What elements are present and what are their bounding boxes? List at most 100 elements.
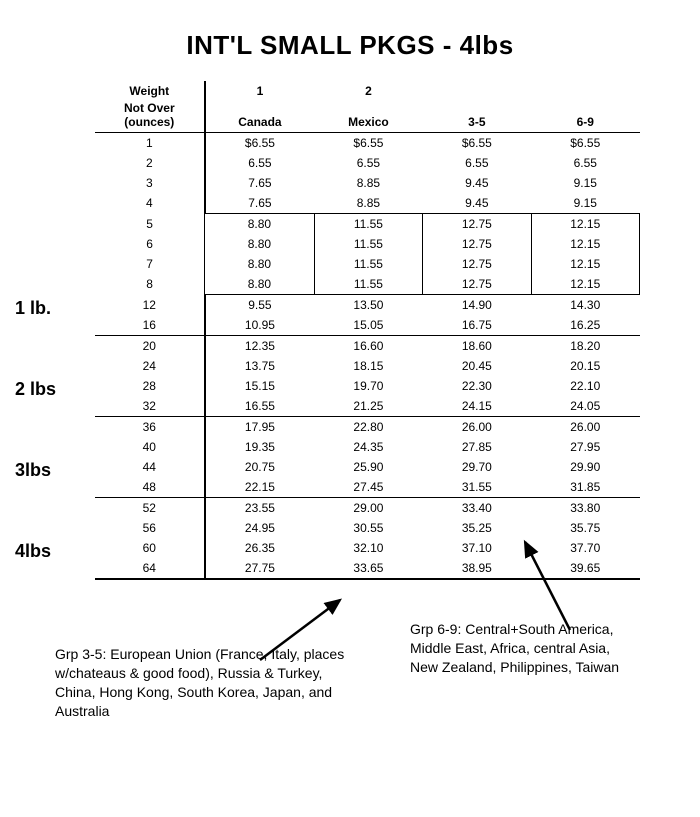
cell-value: 33.80 [531, 498, 639, 519]
cell-value: 10.95 [205, 315, 315, 336]
cell-weight: 64 [95, 558, 205, 579]
cell-weight: 604lbs [95, 538, 205, 558]
cell-value: 26.00 [531, 417, 639, 438]
table-row: 47.658.859.459.15 [95, 193, 640, 214]
cell-weight: 52 [95, 498, 205, 519]
cell-value: 7.65 [205, 193, 315, 214]
cell-value: 33.65 [314, 558, 422, 579]
cell-value: 16.55 [205, 396, 315, 417]
weight-group-marker: 3lbs [15, 460, 51, 481]
table-row: 3216.5521.2524.1524.05 [95, 396, 640, 417]
cell-value: $6.55 [531, 133, 639, 154]
table-row: 4822.1527.4531.5531.85 [95, 477, 640, 498]
cell-weight: 6 [95, 234, 205, 254]
cell-value: 20.75 [205, 457, 315, 477]
table-row: 282 lbs15.1519.7022.3022.10 [95, 376, 640, 396]
cell-weight: 4 [95, 193, 205, 214]
table-row: 58.8011.5512.7512.15 [95, 214, 640, 235]
cell-value: 6.55 [531, 153, 639, 173]
cell-value: 32.10 [314, 538, 422, 558]
cell-value: 8.85 [314, 193, 422, 214]
table-row: 5223.5529.0033.4033.80 [95, 498, 640, 519]
cell-value: 31.85 [531, 477, 639, 498]
cell-value: 33.40 [423, 498, 531, 519]
table-row: 2413.7518.1520.4520.15 [95, 356, 640, 376]
cell-value: 25.90 [314, 457, 422, 477]
cell-value: 6.55 [423, 153, 531, 173]
cell-value: 22.10 [531, 376, 639, 396]
page-title: INT'L SMALL PKGS - 4lbs [0, 0, 700, 81]
cell-value: 11.55 [314, 214, 422, 235]
cell-weight: 20 [95, 336, 205, 357]
cell-value: 8.80 [205, 254, 315, 274]
cell-value: 27.45 [314, 477, 422, 498]
cell-value: 13.50 [314, 295, 422, 316]
cell-value: 27.85 [423, 437, 531, 457]
table-row: 121 lb.9.5513.5014.9014.30 [95, 295, 640, 316]
cell-value: 31.55 [423, 477, 531, 498]
cell-value: 37.70 [531, 538, 639, 558]
cell-weight: 24 [95, 356, 205, 376]
weight-group-marker: 1 lb. [15, 298, 51, 319]
cell-value: 22.80 [314, 417, 422, 438]
cell-weight: 282 lbs [95, 376, 205, 396]
cell-value: 9.55 [205, 295, 315, 316]
cell-value: 38.95 [423, 558, 531, 579]
cell-value: 11.55 [314, 274, 422, 295]
col-3-header-top [423, 81, 531, 98]
cell-weight: 1 [95, 133, 205, 154]
cell-value: 8.80 [205, 234, 315, 254]
cell-value: 18.60 [423, 336, 531, 357]
cell-weight: 2 [95, 153, 205, 173]
table-row: 37.658.859.459.15 [95, 173, 640, 193]
cell-value: 14.30 [531, 295, 639, 316]
cell-value: 14.90 [423, 295, 531, 316]
table-row: 443lbs20.7525.9029.7029.90 [95, 457, 640, 477]
cell-value: 24.95 [205, 518, 315, 538]
cell-value: 30.55 [314, 518, 422, 538]
cell-value: 9.45 [423, 173, 531, 193]
cell-value: 18.20 [531, 336, 639, 357]
col-1-header-bot: Canada [205, 115, 315, 133]
cell-value: 20.45 [423, 356, 531, 376]
cell-value: 8.80 [205, 274, 315, 295]
table-row: 5624.9530.5535.2535.75 [95, 518, 640, 538]
cell-value: 27.95 [531, 437, 639, 457]
cell-value: 9.15 [531, 193, 639, 214]
weight-group-marker: 4lbs [15, 541, 51, 562]
cell-weight: 48 [95, 477, 205, 498]
note-grp-3-5: Grp 3-5: European Union (France, Italy, … [55, 645, 365, 721]
cell-value: 22.15 [205, 477, 315, 498]
cell-value: 12.75 [423, 274, 531, 295]
col-weight-header-3: (ounces) [95, 115, 205, 133]
cell-value: 6.55 [314, 153, 422, 173]
cell-value: $6.55 [314, 133, 422, 154]
cell-value: 37.10 [423, 538, 531, 558]
weight-group-marker: 2 lbs [15, 379, 56, 400]
cell-value: 19.35 [205, 437, 315, 457]
cell-value: 29.70 [423, 457, 531, 477]
cell-value: 35.25 [423, 518, 531, 538]
cell-value: 15.15 [205, 376, 315, 396]
cell-value: 29.90 [531, 457, 639, 477]
cell-value: 8.80 [205, 214, 315, 235]
cell-value: 20.15 [531, 356, 639, 376]
cell-weight: 3 [95, 173, 205, 193]
cell-value: 16.25 [531, 315, 639, 336]
cell-value: 9.15 [531, 173, 639, 193]
table-row: 26.556.556.556.55 [95, 153, 640, 173]
cell-weight: 36 [95, 417, 205, 438]
cell-value: 12.75 [423, 234, 531, 254]
cell-weight: 7 [95, 254, 205, 274]
cell-value: 29.00 [314, 498, 422, 519]
table-row: 4019.3524.3527.8527.95 [95, 437, 640, 457]
col-4-header-top [531, 81, 639, 98]
cell-weight: 8 [95, 274, 205, 295]
table-row: 3617.9522.8026.0026.00 [95, 417, 640, 438]
cell-value: 6.55 [205, 153, 315, 173]
table-row: 1$6.55$6.55$6.55$6.55 [95, 133, 640, 154]
cell-value: 11.55 [314, 234, 422, 254]
cell-value: 12.15 [531, 254, 639, 274]
col-weight-header-2: Not Over [95, 98, 205, 115]
cell-value: 15.05 [314, 315, 422, 336]
